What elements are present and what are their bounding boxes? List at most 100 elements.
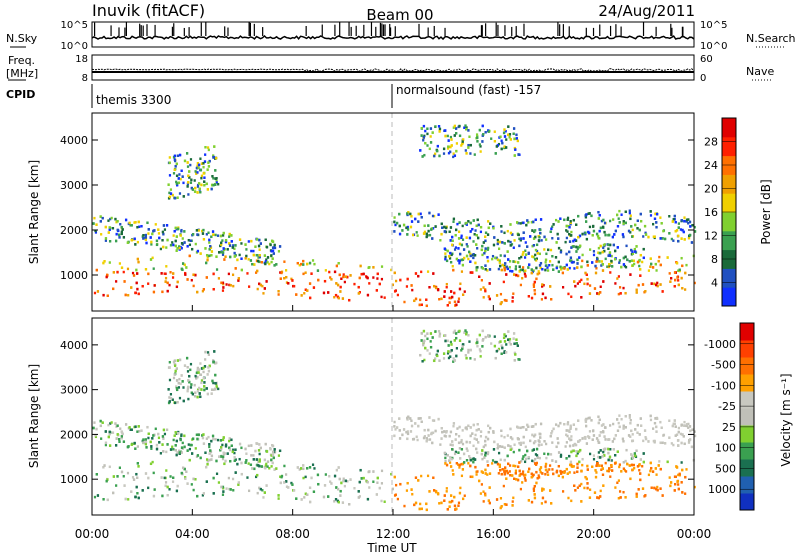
- velocity-cell: [213, 350, 216, 353]
- velocity-cell: [420, 420, 423, 424]
- velocity-cell: [199, 362, 202, 365]
- power-cell: [464, 149, 467, 152]
- velocity-cell: [559, 469, 562, 473]
- velocity-cell: [175, 453, 178, 457]
- velocity-cell: [460, 474, 464, 478]
- power-cell: [487, 246, 490, 250]
- velocity-cell: [563, 471, 566, 474]
- velocity-cell: [489, 426, 492, 430]
- power-cell: [317, 278, 320, 282]
- velocity-cell: [639, 478, 642, 482]
- power-cell: [468, 135, 471, 138]
- velocity-cell: [689, 438, 692, 441]
- velocity-cell: [188, 380, 191, 384]
- velocity-cell: [433, 489, 436, 492]
- velocity-cell: [212, 359, 215, 362]
- power-cell: [450, 138, 453, 141]
- velocity-cell: [216, 438, 220, 442]
- power-ylabel: Slant Range [km]: [27, 160, 41, 264]
- velocity-cell: [689, 429, 692, 433]
- velocity-cell: [151, 437, 154, 440]
- power-cell: [545, 252, 548, 256]
- velocity-cell: [511, 504, 514, 507]
- power-cell: [210, 235, 213, 239]
- power-cell: [476, 136, 479, 139]
- power-cell: [449, 150, 452, 154]
- power-cell: [619, 292, 622, 295]
- velocity-cell: [505, 503, 508, 506]
- power-cell: [654, 262, 657, 266]
- velocity-cell: [491, 462, 494, 465]
- power-cell: [457, 247, 460, 250]
- power-cell: [202, 228, 205, 232]
- power-cell: [602, 280, 605, 283]
- velocity-cell: [260, 465, 263, 468]
- power-cell: [519, 222, 522, 225]
- velocity-cell: [656, 485, 659, 489]
- power-cell: [137, 292, 140, 296]
- velocity-cell: [546, 470, 549, 474]
- nave-tick-bottom: 0: [700, 73, 706, 84]
- power-cell: [680, 256, 683, 260]
- power-cell: [183, 230, 186, 233]
- power-cell: [395, 279, 398, 283]
- velocity-cell: [175, 386, 179, 390]
- colorbar-tick-label: 8: [711, 253, 718, 266]
- power-cell: [409, 212, 412, 216]
- velocity-cell: [538, 440, 541, 443]
- power-cell: [165, 246, 168, 249]
- velocity-cell: [469, 357, 472, 360]
- power-cell: [402, 223, 406, 227]
- velocity-cell: [604, 438, 607, 441]
- power-cell: [449, 226, 453, 229]
- power-cell: [269, 243, 272, 247]
- power-cell: [188, 243, 192, 247]
- power-cell: [268, 262, 271, 266]
- power-cell: [444, 257, 447, 261]
- power-cell: [136, 257, 139, 261]
- power-cell: [114, 239, 118, 243]
- velocity-cell: [532, 460, 535, 463]
- velocity-cell: [420, 474, 423, 478]
- velocity-cell: [629, 477, 632, 481]
- power-cell: [689, 233, 692, 237]
- power-cell: [601, 250, 604, 254]
- power-cell: [173, 154, 177, 158]
- velocity-cell: [109, 422, 112, 425]
- velocity-cell: [655, 473, 658, 476]
- velocity-cell: [570, 463, 573, 467]
- power-cell: [192, 284, 195, 288]
- velocity-cell: [628, 464, 631, 467]
- power-cell: [484, 235, 487, 238]
- velocity-cell: [428, 438, 432, 441]
- velocity-cell: [506, 471, 509, 475]
- power-cell: [589, 248, 592, 251]
- power-cell: [594, 271, 598, 275]
- power-cell: [507, 239, 510, 243]
- power-cell: [449, 145, 452, 149]
- power-cell: [474, 261, 477, 265]
- velocity-cell: [447, 356, 451, 360]
- power-cell: [508, 136, 511, 139]
- power-cell: [581, 259, 584, 263]
- velocity-cell: [210, 388, 214, 391]
- velocity-cell: [488, 472, 492, 475]
- power-cell: [116, 220, 119, 223]
- velocity-cell: [609, 448, 612, 451]
- velocity-cell: [636, 431, 639, 434]
- power-cell: [532, 285, 536, 288]
- velocity-cell: [509, 445, 512, 448]
- power-cell: [552, 223, 555, 226]
- power-cell: [419, 212, 422, 216]
- power-cell: [246, 272, 249, 275]
- power-cell: [245, 248, 248, 251]
- power-cell: [578, 234, 582, 238]
- power-cell: [565, 252, 568, 256]
- power-cell: [357, 292, 360, 295]
- power-cell: [271, 249, 275, 252]
- power-cell: [541, 283, 544, 286]
- velocity-cell: [229, 459, 232, 463]
- velocity-cell: [668, 419, 671, 422]
- power-cell: [631, 250, 634, 253]
- velocity-cell: [609, 458, 612, 462]
